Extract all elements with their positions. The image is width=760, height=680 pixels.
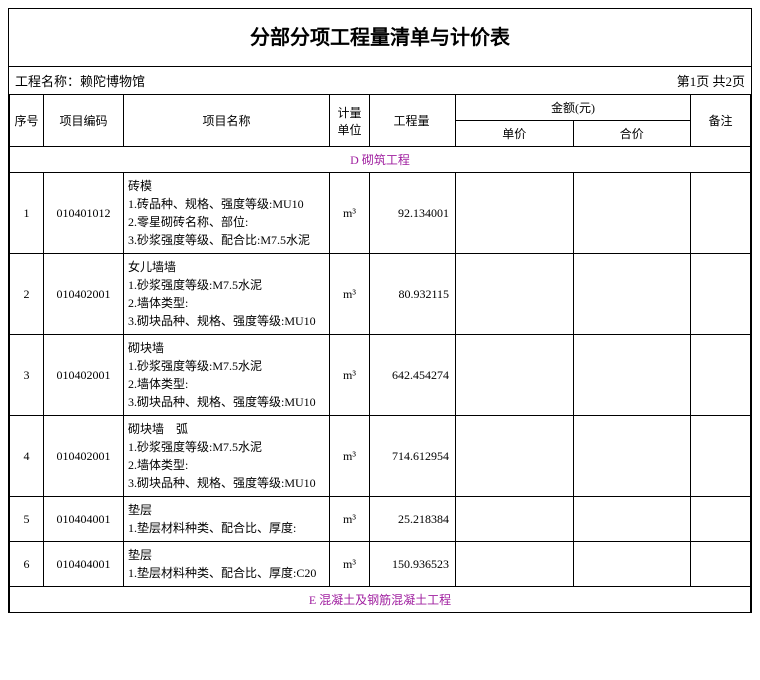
cell-name: 垫层 1.垫层材料种类、配合比、厚度:C20 — [124, 542, 330, 587]
desc-line: 砌块墙 弧 — [128, 420, 325, 438]
desc-line: 2.墙体类型: — [128, 375, 325, 393]
desc-line: 1.垫层材料种类、配合比、厚度:C20 — [128, 564, 325, 582]
cell-qty: 25.218384 — [370, 497, 456, 542]
cell-price — [456, 416, 574, 497]
cell-seq: 2 — [10, 254, 44, 335]
section-e-label: E 混凝土及钢筋混凝土工程 — [10, 587, 751, 613]
cell-price — [456, 542, 574, 587]
cell-remark — [691, 173, 751, 254]
cell-name: 垫层 1.垫层材料种类、配合比、厚度: — [124, 497, 330, 542]
section-e-row: E 混凝土及钢筋混凝土工程 — [10, 587, 751, 613]
desc-line: 2.墙体类型: — [128, 294, 325, 312]
cell-code: 010402001 — [44, 254, 124, 335]
desc-line: 女儿墙墙 — [128, 258, 325, 276]
cell-qty: 80.932115 — [370, 254, 456, 335]
desc-line: 1.砂浆强度等级:M7.5水泥 — [128, 357, 325, 375]
cell-unit: m³ — [330, 254, 370, 335]
cell-total — [573, 254, 691, 335]
desc-line: 2.零星砌砖名称、部位: — [128, 213, 325, 231]
cell-seq: 5 — [10, 497, 44, 542]
desc-line: 砖模 — [128, 177, 325, 195]
cell-code: 010404001 — [44, 497, 124, 542]
table-body: D 砌筑工程 1 010401012 砖模 1.砖品种、规格、强度等级:MU10… — [10, 147, 751, 613]
project-info: 工程名称：赖陀博物馆 — [15, 71, 145, 90]
desc-line: 3.砂浆强度等级、配合比:M7.5水泥 — [128, 231, 325, 249]
cell-remark — [691, 497, 751, 542]
cell-code: 010404001 — [44, 542, 124, 587]
cell-seq: 3 — [10, 335, 44, 416]
cell-total — [573, 497, 691, 542]
section-d-label: D 砌筑工程 — [10, 147, 751, 173]
desc-line: 1.垫层材料种类、配合比、厚度: — [128, 519, 325, 537]
document-title: 分部分项工程量清单与计价表 — [9, 8, 751, 66]
table-row: 5 010404001 垫层 1.垫层材料种类、配合比、厚度: m³ 25.21… — [10, 497, 751, 542]
cell-unit: m³ — [330, 416, 370, 497]
cell-name: 砖模 1.砖品种、规格、强度等级:MU10 2.零星砌砖名称、部位: 3.砂浆强… — [124, 173, 330, 254]
th-unit: 计量单位 — [330, 95, 370, 147]
th-code: 项目编码 — [44, 95, 124, 147]
cell-code: 010401012 — [44, 173, 124, 254]
desc-line: 垫层 — [128, 546, 325, 564]
cell-remark — [691, 254, 751, 335]
page-info: 第1页 共2页 — [677, 71, 745, 90]
th-name: 项目名称 — [124, 95, 330, 147]
desc-line: 3.砌块品种、规格、强度等级:MU10 — [128, 393, 325, 411]
th-qty: 工程量 — [370, 95, 456, 147]
bill-table: 序号 项目编码 项目名称 计量单位 工程量 金额(元) 备注 单价 合价 D 砌… — [9, 94, 751, 613]
desc-line: 1.砂浆强度等级:M7.5水泥 — [128, 276, 325, 294]
table-row: 4 010402001 砌块墙 弧 1.砂浆强度等级:M7.5水泥 2.墙体类型… — [10, 416, 751, 497]
desc-line: 2.墙体类型: — [128, 456, 325, 474]
project-label: 工程名称： — [15, 74, 80, 89]
cell-code: 010402001 — [44, 335, 124, 416]
cell-remark — [691, 335, 751, 416]
cell-name: 砌块墙 弧 1.砂浆强度等级:M7.5水泥 2.墙体类型: 3.砌块品种、规格、… — [124, 416, 330, 497]
cell-price — [456, 254, 574, 335]
cell-name: 砌块墙 1.砂浆强度等级:M7.5水泥 2.墙体类型: 3.砌块品种、规格、强度… — [124, 335, 330, 416]
desc-line: 1.砖品种、规格、强度等级:MU10 — [128, 195, 325, 213]
cell-total — [573, 173, 691, 254]
header-row-1: 序号 项目编码 项目名称 计量单位 工程量 金额(元) 备注 — [10, 95, 751, 121]
cell-total — [573, 542, 691, 587]
table-head: 序号 项目编码 项目名称 计量单位 工程量 金额(元) 备注 单价 合价 — [10, 95, 751, 147]
cell-code: 010402001 — [44, 416, 124, 497]
th-remark: 备注 — [691, 95, 751, 147]
cell-qty: 150.936523 — [370, 542, 456, 587]
table-row: 2 010402001 女儿墙墙 1.砂浆强度等级:M7.5水泥 2.墙体类型:… — [10, 254, 751, 335]
document-container: 分部分项工程量清单与计价表 工程名称：赖陀博物馆 第1页 共2页 序号 项目编码… — [8, 8, 752, 613]
desc-line: 砌块墙 — [128, 339, 325, 357]
cell-price — [456, 497, 574, 542]
cell-price — [456, 335, 574, 416]
cell-price — [456, 173, 574, 254]
cell-unit: m³ — [330, 335, 370, 416]
desc-line: 垫层 — [128, 501, 325, 519]
meta-row: 工程名称：赖陀博物馆 第1页 共2页 — [9, 66, 751, 94]
table-row: 3 010402001 砌块墙 1.砂浆强度等级:M7.5水泥 2.墙体类型: … — [10, 335, 751, 416]
cell-seq: 6 — [10, 542, 44, 587]
table-row: 6 010404001 垫层 1.垫层材料种类、配合比、厚度:C20 m³ 15… — [10, 542, 751, 587]
cell-remark — [691, 542, 751, 587]
section-d-row: D 砌筑工程 — [10, 147, 751, 173]
table-row: 1 010401012 砖模 1.砖品种、规格、强度等级:MU10 2.零星砌砖… — [10, 173, 751, 254]
cell-seq: 4 — [10, 416, 44, 497]
cell-qty: 714.612954 — [370, 416, 456, 497]
cell-seq: 1 — [10, 173, 44, 254]
desc-line: 3.砌块品种、规格、强度等级:MU10 — [128, 312, 325, 330]
desc-line: 1.砂浆强度等级:M7.5水泥 — [128, 438, 325, 456]
cell-unit: m³ — [330, 497, 370, 542]
th-seq: 序号 — [10, 95, 44, 147]
th-total-price: 合价 — [573, 121, 691, 147]
desc-line: 3.砌块品种、规格、强度等级:MU10 — [128, 474, 325, 492]
project-name: 赖陀博物馆 — [80, 74, 145, 89]
cell-unit: m³ — [330, 173, 370, 254]
cell-qty: 642.454274 — [370, 335, 456, 416]
cell-total — [573, 335, 691, 416]
th-unit-price: 单价 — [456, 121, 574, 147]
cell-total — [573, 416, 691, 497]
cell-qty: 92.134001 — [370, 173, 456, 254]
th-amount: 金额(元) — [456, 95, 691, 121]
cell-remark — [691, 416, 751, 497]
cell-name: 女儿墙墙 1.砂浆强度等级:M7.5水泥 2.墙体类型: 3.砌块品种、规格、强… — [124, 254, 330, 335]
cell-unit: m³ — [330, 542, 370, 587]
